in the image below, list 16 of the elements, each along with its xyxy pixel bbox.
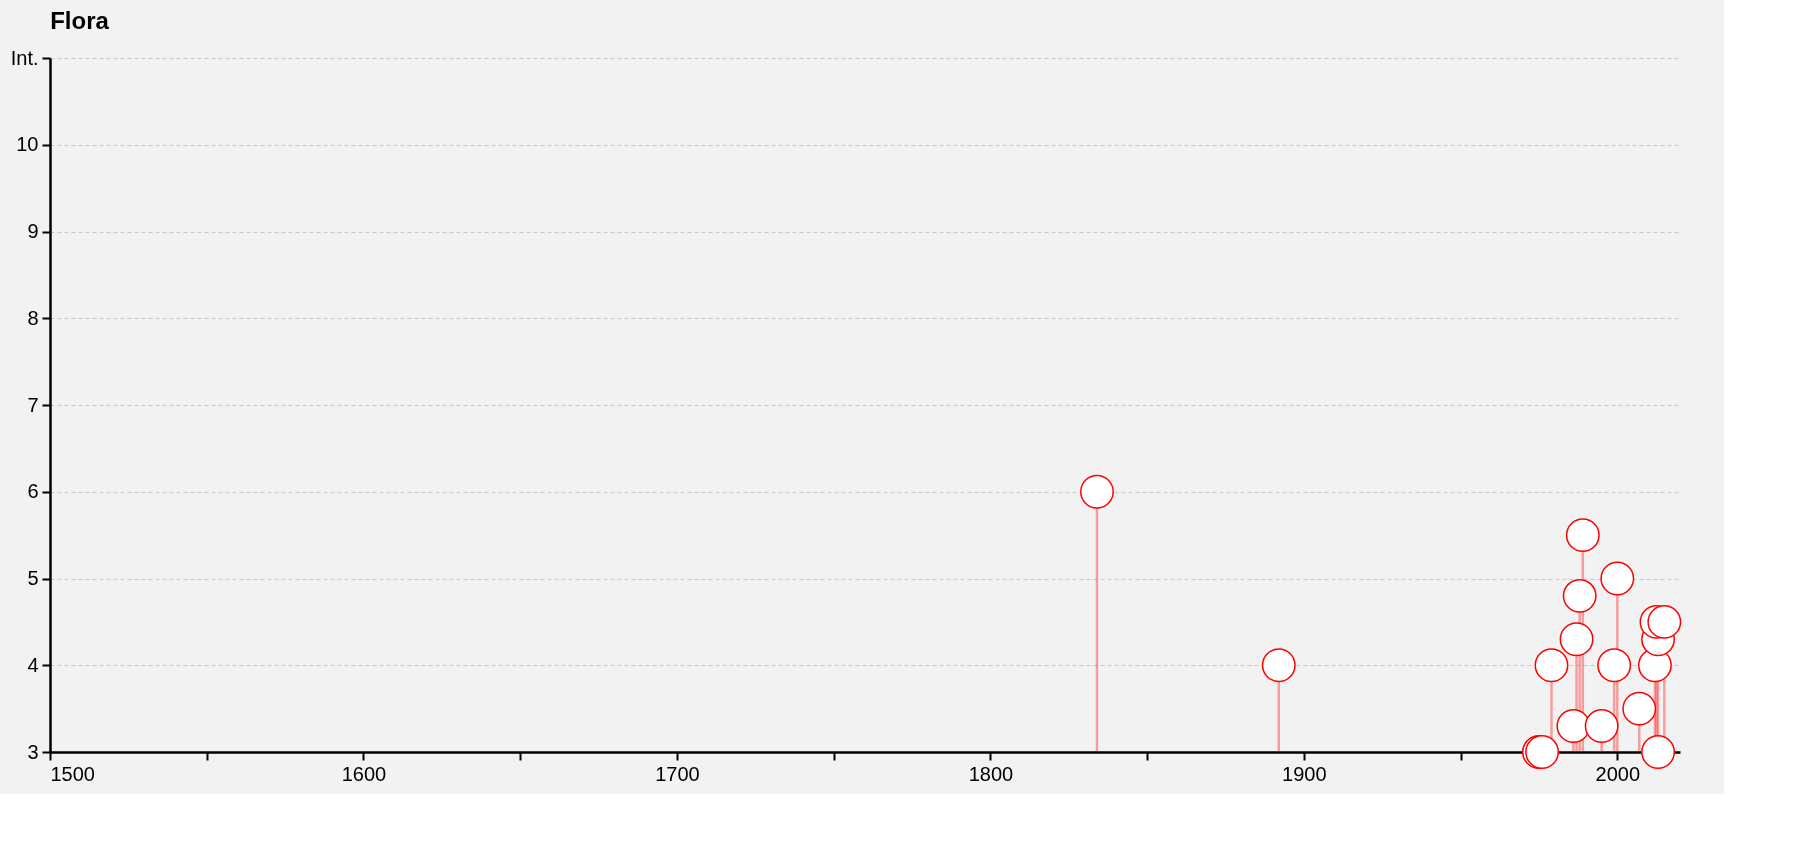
chart-title: Flora [50, 7, 110, 34]
y-tick-label: 8 [27, 306, 39, 329]
x-tick-label: 2000 [1595, 762, 1641, 785]
y-tick-label: 9 [27, 220, 39, 242]
y-tick-label: 5 [27, 567, 39, 589]
y-tick-label: 3 [27, 740, 39, 763]
y-tick-label: 7 [27, 393, 39, 416]
y-tick-label: 10 [16, 133, 39, 156]
y-tick-label: 4 [27, 653, 39, 676]
x-tick-label: 1700 [655, 762, 700, 785]
x-tick-label: 1800 [968, 762, 1014, 785]
x-tick-label: 1500 [50, 762, 95, 785]
y-tick-label: Int. [10, 46, 39, 69]
y-tick-label: 6 [27, 480, 39, 503]
x-tick-label: 1900 [1282, 762, 1327, 785]
x-tick-label: 1600 [341, 762, 387, 785]
